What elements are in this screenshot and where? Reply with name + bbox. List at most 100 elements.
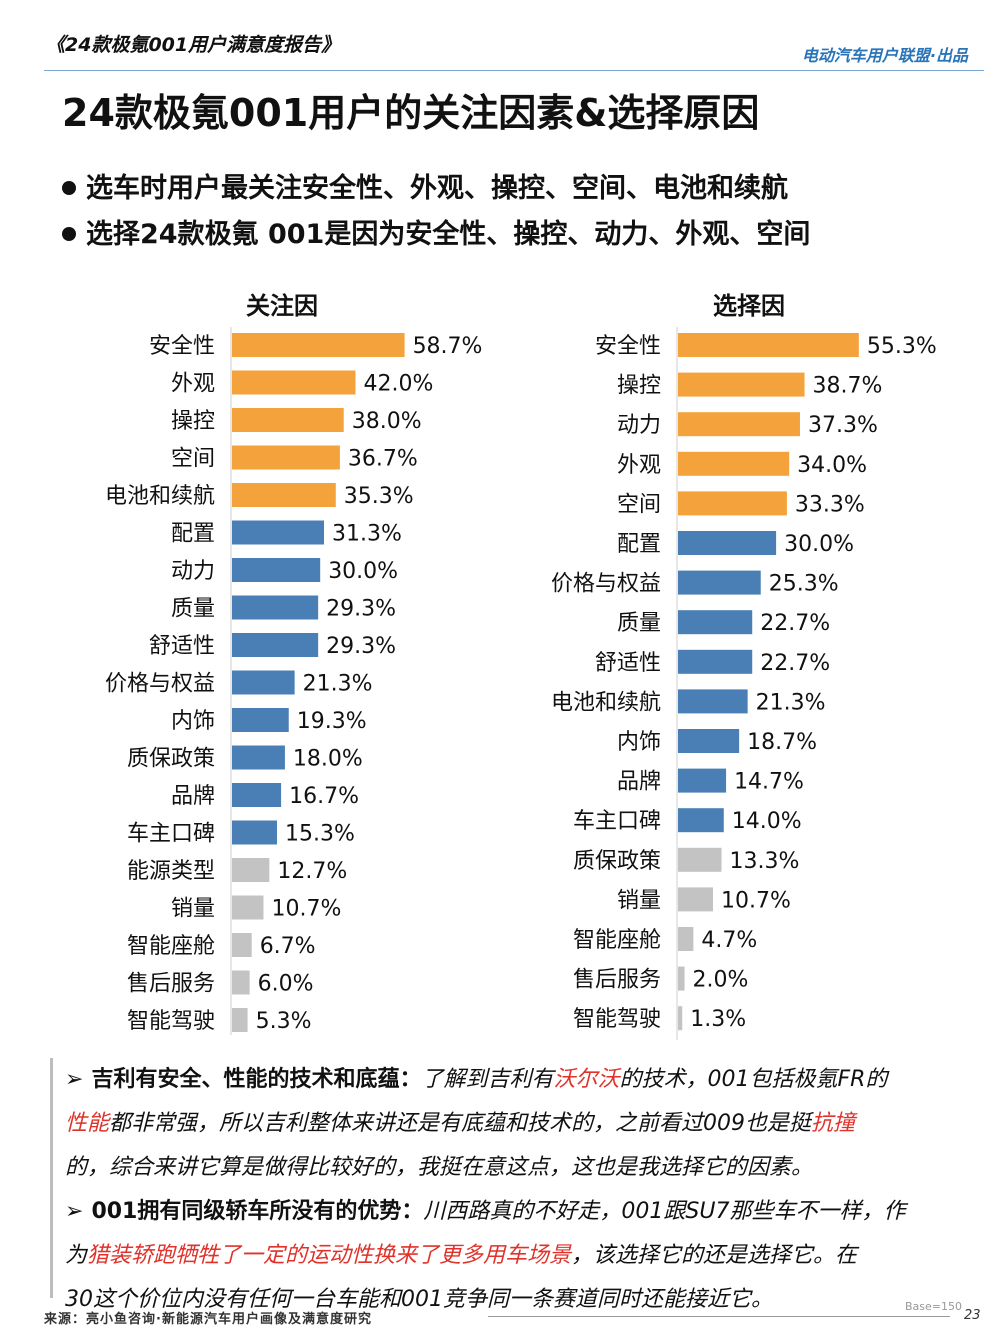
category-label: 车主口碑 bbox=[127, 822, 215, 847]
note-text: 的，综合来讲它算是做得比较好的，我挺在意这点，这也是我选择它的因素。 bbox=[65, 1155, 814, 1180]
note-highlight: 沃尔沃 bbox=[553, 1067, 620, 1092]
value-label: 2.0% bbox=[693, 968, 749, 993]
bar bbox=[232, 933, 252, 957]
category-label: 内饰 bbox=[171, 709, 215, 734]
bar bbox=[678, 689, 748, 714]
bullet-dot-icon bbox=[62, 226, 76, 241]
value-label: 14.0% bbox=[732, 809, 802, 834]
category-label: 智能驾驶 bbox=[127, 1009, 215, 1034]
bar bbox=[232, 708, 289, 732]
page-number: 23 bbox=[964, 1308, 981, 1323]
category-label: 能源类型 bbox=[127, 859, 215, 884]
category-label: 空间 bbox=[171, 447, 215, 472]
note-text: 川西路真的不好走，001跟SU7那些车不一样，作 bbox=[423, 1199, 906, 1224]
base-note: Base=150 bbox=[905, 1300, 962, 1313]
note-highlight: 抗撞 bbox=[811, 1111, 856, 1136]
value-label: 31.3% bbox=[332, 522, 402, 547]
note-text: 了解到吉利有 bbox=[421, 1067, 554, 1092]
value-label: 35.3% bbox=[344, 484, 414, 509]
value-label: 10.7% bbox=[721, 888, 791, 913]
category-label: 配置 bbox=[617, 532, 661, 557]
bar bbox=[232, 558, 321, 582]
bar bbox=[678, 570, 761, 595]
report-title: 《24款极氪001用户满意度报告》 bbox=[46, 34, 341, 56]
value-label: 34.0% bbox=[797, 453, 867, 478]
bar bbox=[678, 927, 694, 951]
category-label: 车主口碑 bbox=[573, 809, 661, 834]
page-title: 24款极氪001用户的关注因素&选择原因 bbox=[62, 91, 760, 135]
category-label: 质量 bbox=[617, 611, 661, 636]
category-label: 动力 bbox=[171, 559, 215, 584]
bar bbox=[678, 847, 722, 872]
footer-divider bbox=[488, 1316, 950, 1317]
source-note: 来源：亮小鱼咨询·新能源汽车用户画像及满意度研究 bbox=[44, 1312, 372, 1327]
category-label: 智能座舱 bbox=[127, 934, 215, 959]
category-label: 空间 bbox=[617, 492, 661, 517]
bar bbox=[678, 451, 790, 476]
category-label: 外观 bbox=[171, 372, 215, 397]
bar bbox=[678, 1006, 683, 1031]
bar bbox=[232, 783, 282, 807]
category-label: 电池和续航 bbox=[551, 690, 661, 715]
bullet-text: 选择24款极氪 001是因为安全性、操控、动力、外观、空间 bbox=[86, 219, 811, 250]
bar bbox=[232, 670, 295, 695]
note-lead: 001拥有同级轿车所没有的优势 bbox=[91, 1199, 402, 1224]
value-label: 22.7% bbox=[760, 651, 830, 676]
bullet-text: 选车时用户最关注安全性、外观、操控、空间、电池和续航 bbox=[86, 173, 788, 204]
note-lead: 吉利有安全、性能的技术和底蕴 bbox=[91, 1067, 400, 1092]
category-label: 智能驾驶 bbox=[573, 1007, 661, 1032]
value-label: 29.3% bbox=[326, 597, 396, 622]
category-label: 舒适性 bbox=[595, 651, 661, 676]
bar bbox=[678, 491, 787, 516]
value-label: 37.3% bbox=[808, 413, 878, 438]
bar bbox=[678, 808, 724, 833]
category-label: 质量 bbox=[171, 597, 215, 622]
category-label: 品牌 bbox=[617, 770, 661, 795]
arrow-bullet-icon: ➢ bbox=[65, 1199, 84, 1224]
category-label: 动力 bbox=[617, 413, 661, 438]
bar bbox=[232, 595, 319, 620]
category-label: 配置 bbox=[171, 522, 215, 547]
category-label: 智能座舱 bbox=[573, 928, 661, 953]
chart-title: 选择因 bbox=[713, 292, 785, 320]
value-label: 14.7% bbox=[734, 770, 804, 795]
bar bbox=[678, 649, 753, 674]
category-label: 销量 bbox=[617, 888, 661, 913]
value-label: 16.7% bbox=[289, 784, 359, 809]
bar bbox=[678, 333, 859, 357]
bar bbox=[232, 633, 319, 657]
value-label: 18.7% bbox=[747, 730, 817, 755]
value-label: 1.3% bbox=[690, 1007, 746, 1032]
note-colon: ： bbox=[401, 1199, 424, 1224]
value-label: 18.0% bbox=[293, 747, 363, 772]
note-text: ，该选择它的还是选择它。在 bbox=[571, 1243, 858, 1268]
bar bbox=[678, 531, 777, 555]
note-item: ➢ 吉利有安全、性能的技术和底蕴：了解到吉利有沃尔沃的技术，001包括极氪FR的 … bbox=[65, 1058, 980, 1190]
category-label: 外观 bbox=[617, 453, 661, 478]
header-divider bbox=[44, 70, 984, 71]
note-text: 为 bbox=[65, 1243, 88, 1268]
bar bbox=[678, 729, 740, 753]
publisher-label: 电动汽车用户联盟·出品 bbox=[801, 46, 968, 65]
note-text: 都非常强，所以吉利整体来讲还是有底蕴和技术的，之前看过009也是挺 bbox=[109, 1111, 812, 1136]
value-label: 5.3% bbox=[256, 1009, 312, 1034]
bullet-dot-icon bbox=[62, 180, 76, 195]
chart-title: 关注因 bbox=[246, 292, 318, 320]
note-text: 30这个价位内没有任何一台车能和001竞争同一条赛道同时还能接近它。 bbox=[65, 1287, 773, 1312]
bar bbox=[232, 895, 264, 920]
value-label: 4.7% bbox=[701, 928, 757, 953]
category-label: 操控 bbox=[171, 409, 215, 434]
category-label: 内饰 bbox=[617, 730, 661, 755]
bar bbox=[232, 820, 277, 845]
value-label: 10.7% bbox=[271, 897, 341, 922]
bar bbox=[232, 483, 336, 507]
category-label: 电池和续航 bbox=[105, 484, 215, 509]
bar bbox=[678, 768, 727, 793]
bar bbox=[232, 408, 344, 432]
bar bbox=[678, 610, 753, 635]
category-label: 售后服务 bbox=[573, 968, 661, 993]
bar bbox=[232, 520, 325, 545]
value-label: 30.0% bbox=[784, 532, 854, 557]
bullet-item: 选车时用户最关注安全性、外观、操控、空间、电池和续航 bbox=[62, 166, 810, 212]
